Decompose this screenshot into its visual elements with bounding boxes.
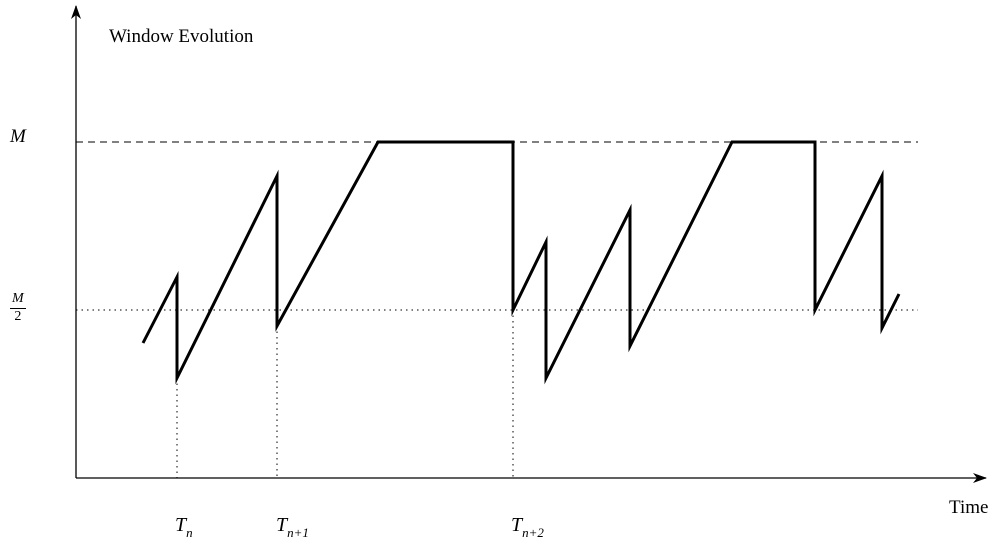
time-mark-tn1: Tn+1: [276, 515, 309, 539]
time-mark-tn-base: T: [175, 514, 187, 536]
half-level-label: M 2: [10, 291, 26, 324]
window-evolution-curve: [141, 140, 901, 385]
time-mark-tn: Tn: [175, 515, 193, 539]
time-mark-tn1-subscript: n+1: [287, 525, 309, 540]
x-axis-label: Time: [949, 497, 989, 518]
half-level-numerator: M: [10, 291, 26, 309]
max-level-label: M: [10, 126, 26, 147]
diagram-title: Window Evolution: [109, 26, 254, 47]
time-mark-tn-subscript: n: [186, 525, 193, 540]
half-level-denominator: 2: [14, 308, 22, 324]
time-mark-tn2: Tn+2: [511, 515, 544, 539]
time-mark-tn2-subscript: n+2: [522, 525, 544, 540]
time-mark-tn2-base: T: [511, 514, 523, 536]
time-mark-tn1-base: T: [276, 514, 288, 536]
